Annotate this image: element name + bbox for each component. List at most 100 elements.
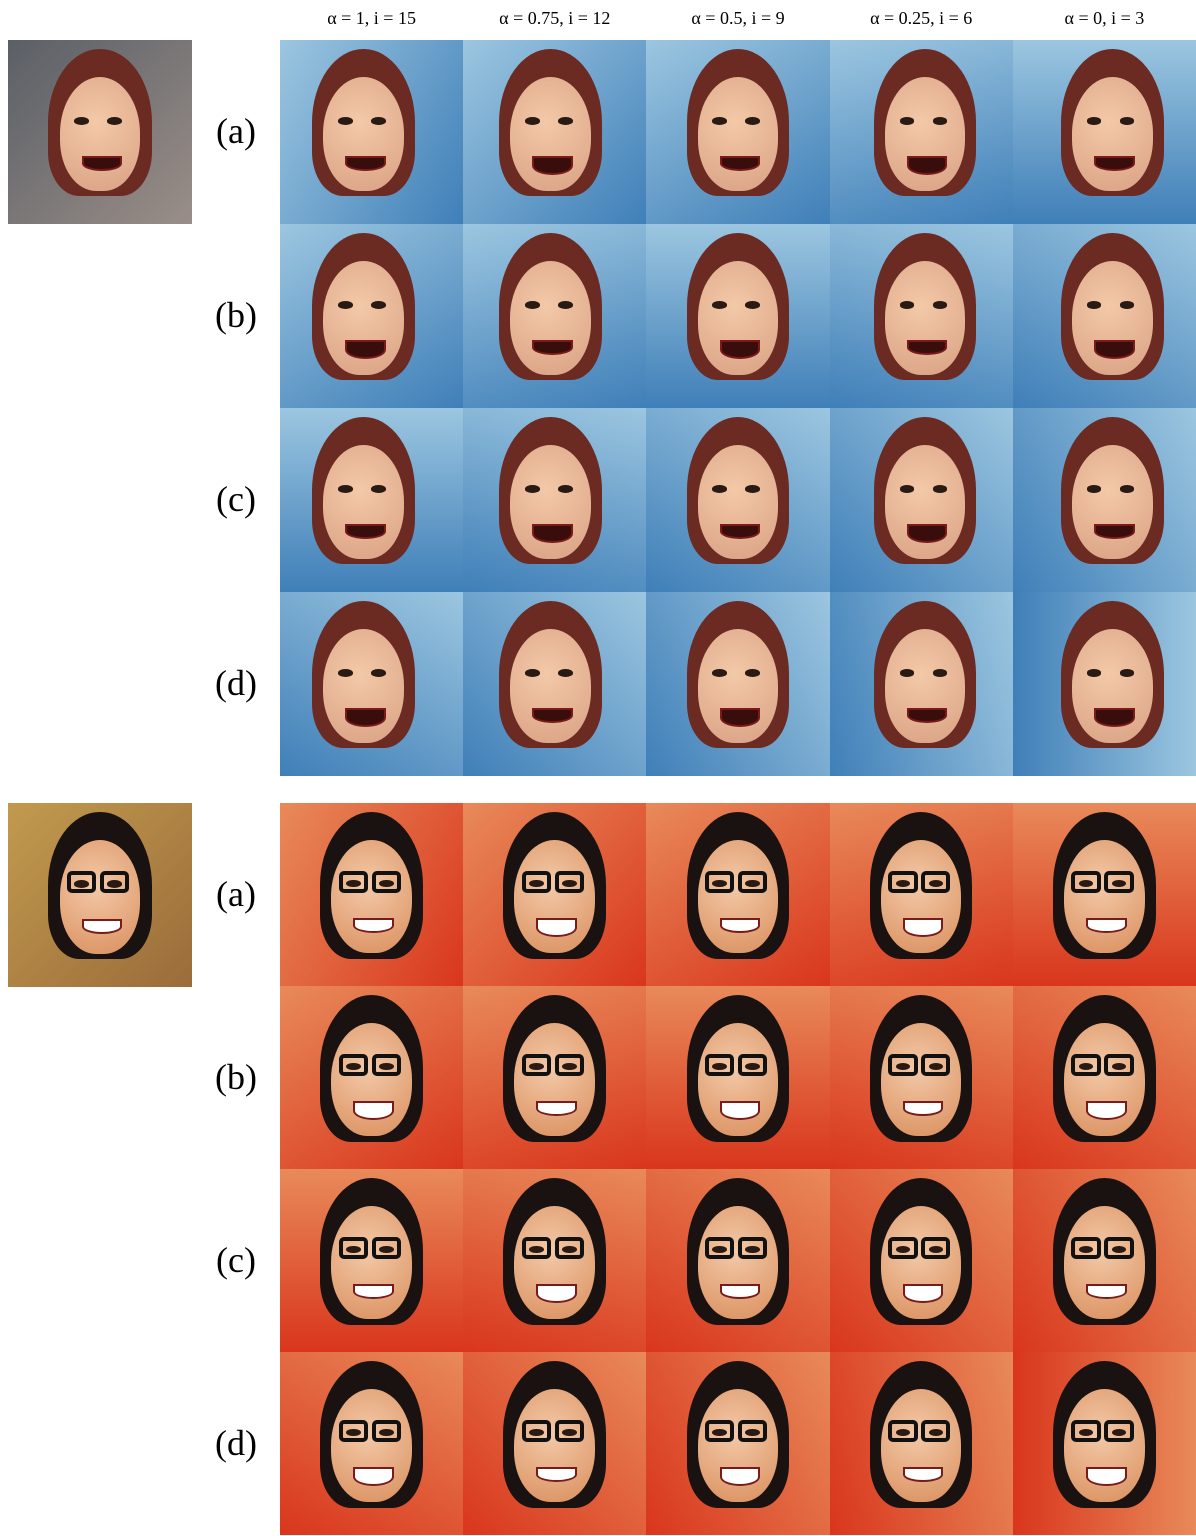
eye (933, 485, 948, 492)
eye (1087, 669, 1102, 676)
glasses (522, 1237, 551, 1259)
result-image (280, 408, 464, 592)
result-image (463, 1169, 647, 1352)
glasses (705, 1237, 734, 1259)
eye (338, 485, 353, 492)
face (514, 1389, 595, 1502)
eye (900, 117, 915, 124)
mouth (903, 918, 944, 937)
result-image (280, 803, 464, 986)
mouth (907, 524, 948, 543)
mouth (720, 1101, 761, 1120)
glasses (339, 1237, 368, 1259)
eye (525, 117, 540, 124)
result-image (830, 408, 1014, 592)
eye (712, 669, 727, 676)
result-image (280, 1352, 464, 1535)
face (698, 445, 779, 559)
eye (558, 669, 573, 676)
result-image (1013, 408, 1196, 592)
result-image (280, 1169, 464, 1352)
column-header: α = 0, i = 3 (1013, 8, 1196, 36)
eye (1087, 485, 1102, 492)
eye (371, 669, 386, 676)
glasses (705, 1420, 734, 1442)
face (331, 1206, 412, 1319)
glasses (1104, 1054, 1133, 1076)
column-header: α = 0.25, i = 6 (830, 8, 1013, 36)
result-image (830, 1352, 1014, 1535)
glasses (67, 871, 96, 893)
eye (933, 117, 948, 124)
row-label: (b) (201, 1056, 271, 1098)
eye (558, 485, 573, 492)
eye (371, 301, 386, 308)
glasses (555, 871, 584, 893)
column-header: α = 0.75, i = 12 (463, 8, 646, 36)
glasses (372, 871, 401, 893)
glasses (1071, 1237, 1100, 1259)
mouth (82, 156, 123, 171)
result-image (463, 986, 647, 1169)
result-image (830, 1169, 1014, 1352)
mouth (1094, 524, 1135, 539)
eye (558, 301, 573, 308)
source-photo (8, 40, 192, 224)
mouth (536, 918, 577, 937)
result-image (280, 224, 464, 408)
eye (338, 301, 353, 308)
eye (712, 301, 727, 308)
mouth (720, 524, 761, 539)
face (698, 1206, 779, 1319)
eye (933, 669, 948, 676)
mouth (1086, 1467, 1127, 1486)
glasses (522, 871, 551, 893)
glasses (1104, 1420, 1133, 1442)
glasses (1071, 1054, 1100, 1076)
face (1064, 1206, 1145, 1319)
mouth (1086, 1101, 1127, 1120)
eye (107, 117, 122, 124)
mouth (907, 156, 948, 175)
eye (745, 485, 760, 492)
result-image (463, 408, 647, 592)
glasses (921, 871, 950, 893)
eye (1120, 669, 1135, 676)
mouth (353, 1467, 394, 1486)
row-label: (c) (201, 478, 271, 520)
face (510, 261, 591, 375)
glasses (888, 1054, 917, 1076)
eye (371, 485, 386, 492)
result-image (646, 1169, 830, 1352)
eye (1087, 301, 1102, 308)
face (323, 77, 404, 191)
face (698, 77, 779, 191)
result-image (463, 224, 647, 408)
mouth (532, 524, 573, 543)
glasses (738, 871, 767, 893)
glasses (372, 1420, 401, 1442)
mouth (720, 708, 761, 727)
eye (745, 117, 760, 124)
face (60, 77, 141, 191)
eye (900, 669, 915, 676)
mouth (907, 708, 948, 723)
eye (712, 485, 727, 492)
mouth (345, 340, 386, 359)
glasses (372, 1237, 401, 1259)
glasses (888, 1237, 917, 1259)
row-label: (d) (201, 1422, 271, 1464)
row-label: (a) (201, 873, 271, 915)
face (1072, 445, 1153, 559)
result-image (830, 40, 1014, 224)
glasses (339, 1420, 368, 1442)
result-image (463, 592, 647, 776)
result-image (830, 224, 1014, 408)
glasses (1071, 1420, 1100, 1442)
result-image (1013, 592, 1196, 776)
result-image (1013, 1352, 1196, 1535)
eye (338, 669, 353, 676)
eye (525, 485, 540, 492)
mouth (536, 1284, 577, 1303)
face (1072, 77, 1153, 191)
